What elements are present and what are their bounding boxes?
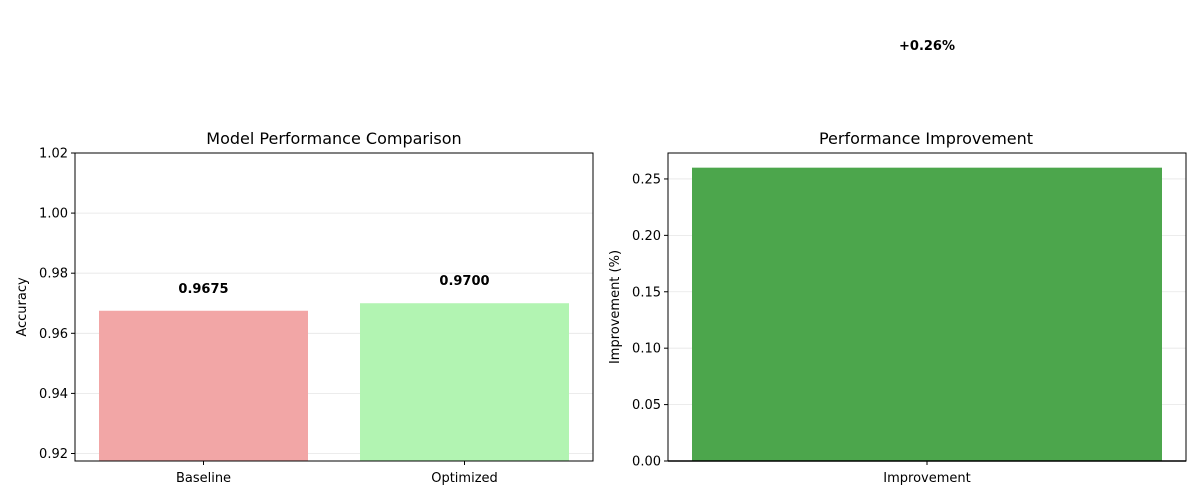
y-tick-label: 0.15 — [632, 285, 661, 300]
y-axis-label: Accuracy — [15, 277, 30, 337]
data-labels: +0.26% — [899, 39, 955, 54]
y-axis-label: Improvement (%) — [608, 250, 623, 364]
x-ticks: Improvement — [883, 461, 971, 486]
y-tick-label: 0.20 — [632, 229, 661, 244]
improvement-chart: Performance Improvement Improvement (%) … — [608, 39, 1187, 486]
plot-frame — [74, 152, 594, 462]
y-tick-label: 0.10 — [632, 342, 661, 357]
data-label: 0.9700 — [439, 274, 489, 289]
y-tick-label: 0.25 — [632, 172, 661, 187]
y-tick-label: 1.00 — [39, 207, 68, 222]
x-tick-label: Improvement — [883, 471, 970, 486]
data-labels: 0.9675 0.9700 — [178, 274, 489, 297]
y-ticks: 0.00 0.05 0.10 0.15 0.20 0.25 — [632, 172, 668, 470]
data-label: +0.26% — [899, 39, 955, 54]
y-tick-label: 1.02 — [39, 147, 68, 162]
y-ticks: 0.92 0.94 0.96 0.98 1.00 1.02 — [39, 147, 75, 462]
data-label: 0.9675 — [178, 282, 228, 297]
y-tick-label: 0.96 — [39, 327, 68, 342]
bar-improvement — [692, 167, 1162, 461]
chart-title: Model Performance Comparison — [206, 129, 461, 148]
bars — [99, 303, 569, 461]
x-tick-label: Baseline — [176, 471, 231, 486]
y-tick-label: 0.00 — [632, 455, 661, 470]
y-tick-label: 0.05 — [632, 398, 661, 413]
bar-optimized — [360, 303, 569, 461]
y-tick-label: 0.92 — [39, 447, 68, 462]
accuracy-comparison-chart: Model Performance Comparison Accuracy 0.… — [15, 129, 594, 486]
x-tick-label: Optimized — [431, 471, 498, 486]
x-ticks: Baseline Optimized — [176, 461, 498, 486]
bars — [692, 167, 1162, 461]
chart-title: Performance Improvement — [819, 129, 1033, 148]
y-tick-label: 0.98 — [39, 267, 68, 282]
bar-baseline — [99, 310, 308, 461]
y-tick-label: 0.94 — [39, 387, 68, 402]
